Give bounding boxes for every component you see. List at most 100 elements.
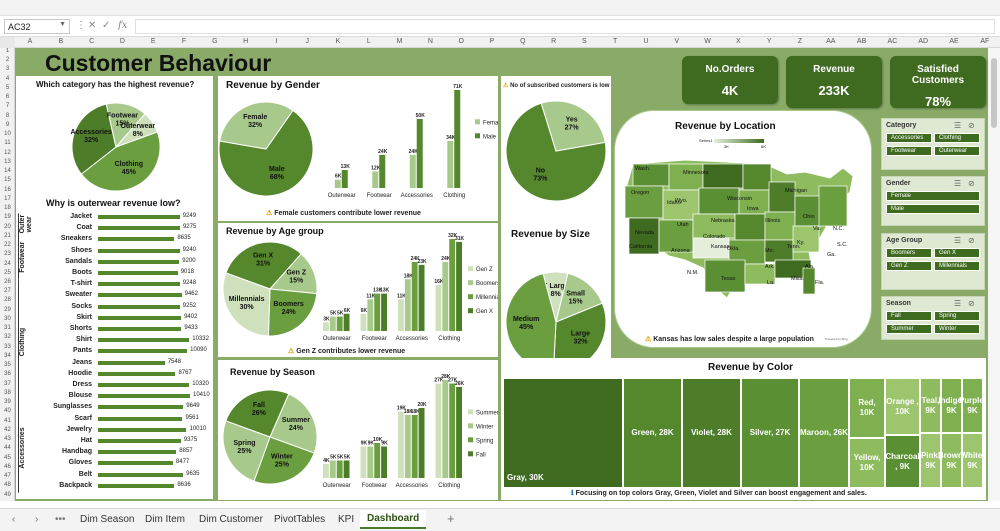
enter-icon[interactable]: ✓ bbox=[102, 20, 111, 31]
row-number[interactable]: 46 bbox=[4, 463, 11, 470]
row-number[interactable]: 12 bbox=[4, 149, 11, 156]
slicer-item[interactable]: Fall bbox=[886, 311, 932, 321]
slicer-item[interactable]: Male bbox=[886, 204, 980, 214]
multi-select-icon[interactable]: ☰ bbox=[954, 236, 962, 245]
row-number[interactable]: 23 bbox=[4, 251, 11, 258]
row-number[interactable]: 33 bbox=[4, 343, 11, 350]
row-number[interactable]: 41 bbox=[4, 417, 11, 424]
column-letter[interactable]: N bbox=[427, 38, 433, 45]
slicer-item[interactable]: Winter bbox=[934, 324, 980, 334]
row-number[interactable]: 19 bbox=[4, 214, 11, 221]
next-sheet-icon[interactable]: › bbox=[35, 514, 39, 525]
column-letter[interactable]: L bbox=[366, 38, 371, 45]
column-letter[interactable]: B bbox=[58, 38, 64, 45]
slicer-gender[interactable]: Gender ☰ ⊘ Female Male bbox=[881, 176, 985, 226]
row-number[interactable]: 39 bbox=[4, 399, 11, 406]
slicer-age-group[interactable]: Age Group ☰ ⊘ Boomers Gen X Gen Z Millennials bbox=[881, 233, 985, 290]
function-icon[interactable]: fx bbox=[118, 20, 128, 31]
row-number[interactable]: 4 bbox=[5, 75, 10, 82]
column-letter[interactable]: F bbox=[181, 38, 187, 45]
column-letter[interactable]: U bbox=[643, 38, 649, 45]
slicer-item[interactable]: Gen X bbox=[934, 248, 980, 258]
slicer-item[interactable]: Summer bbox=[886, 324, 932, 334]
column-letter[interactable]: Z bbox=[797, 38, 803, 45]
row-number[interactable]: 1 bbox=[5, 48, 10, 54]
more-sheets-icon[interactable]: ••• bbox=[55, 514, 66, 525]
prev-sheet-icon[interactable]: ‹ bbox=[12, 514, 16, 525]
column-letter[interactable]: K bbox=[335, 38, 341, 45]
cancel-icon[interactable]: ✕ bbox=[88, 20, 97, 31]
row-number[interactable]: 47 bbox=[4, 473, 11, 480]
slicer-item[interactable]: Outerwear bbox=[934, 146, 980, 156]
column-letter[interactable]: I bbox=[275, 38, 278, 45]
slicer-item[interactable]: Spring bbox=[934, 311, 980, 321]
vertical-scrollbar[interactable] bbox=[988, 48, 1000, 501]
column-letter[interactable]: AD bbox=[918, 38, 929, 45]
row-number[interactable]: 17 bbox=[4, 195, 11, 202]
column-letter[interactable]: X bbox=[736, 38, 741, 45]
tab-dim-season[interactable]: Dim Season bbox=[80, 514, 135, 525]
tab-kpi[interactable]: KPI bbox=[338, 514, 355, 525]
tab-dim-customer[interactable]: Dim Customer bbox=[199, 514, 263, 525]
row-number[interactable]: 25 bbox=[4, 269, 11, 276]
row-number[interactable]: 43 bbox=[4, 436, 11, 443]
column-letter[interactable]: AE bbox=[949, 38, 959, 45]
row-number[interactable]: 38 bbox=[4, 389, 11, 396]
column-letter[interactable]: R bbox=[551, 38, 557, 45]
row-number[interactable]: 30 bbox=[4, 315, 11, 322]
scroll-thumb[interactable] bbox=[991, 58, 997, 128]
column-letter[interactable]: AC bbox=[887, 38, 898, 45]
multi-select-icon[interactable]: ☰ bbox=[954, 179, 962, 188]
row-number[interactable]: 5 bbox=[5, 84, 10, 91]
row-number[interactable]: 26 bbox=[4, 279, 11, 285]
clear-filter-icon[interactable]: ⊘ bbox=[968, 121, 975, 130]
column-letter[interactable]: P bbox=[489, 38, 495, 45]
row-number[interactable]: 40 bbox=[4, 408, 11, 415]
row-number[interactable]: 31 bbox=[4, 325, 11, 332]
row-number[interactable]: 9 bbox=[5, 121, 10, 128]
slicer-season[interactable]: Season ☰ ⊘ Fall Spring Summer Winter bbox=[881, 296, 985, 340]
row-number[interactable]: 45 bbox=[4, 454, 11, 461]
clear-filter-icon[interactable]: ⊘ bbox=[968, 179, 975, 188]
row-number[interactable]: 15 bbox=[4, 177, 11, 184]
multi-select-icon[interactable]: ☰ bbox=[954, 299, 962, 308]
multi-select-icon[interactable]: ☰ bbox=[954, 121, 962, 130]
row-number[interactable]: 29 bbox=[4, 306, 11, 313]
row-number[interactable]: 32 bbox=[4, 334, 11, 341]
row-number[interactable]: 10 bbox=[4, 131, 11, 138]
column-letter[interactable]: AA bbox=[826, 38, 836, 45]
column-letter[interactable]: D bbox=[119, 38, 125, 45]
column-letter[interactable]: AF bbox=[980, 38, 990, 45]
clear-filter-icon[interactable]: ⊘ bbox=[968, 299, 975, 308]
slicer-item[interactable]: Clothing bbox=[934, 133, 980, 143]
slicer-item[interactable]: Gen Z bbox=[886, 261, 932, 271]
tab-pivottables[interactable]: PivotTables bbox=[274, 514, 326, 525]
tab-dashboard[interactable]: Dashboard bbox=[360, 510, 427, 529]
slicer-item[interactable]: Footwear bbox=[886, 146, 932, 156]
slicer-item[interactable]: Female bbox=[886, 191, 980, 201]
row-number[interactable]: 28 bbox=[4, 297, 11, 304]
select-all-corner[interactable] bbox=[0, 37, 15, 48]
row-number[interactable]: 8 bbox=[5, 112, 10, 119]
row-number[interactable]: 35 bbox=[4, 362, 11, 369]
column-letter[interactable]: O bbox=[458, 38, 464, 45]
column-letter[interactable]: G bbox=[212, 38, 218, 45]
row-number[interactable]: 22 bbox=[4, 242, 11, 249]
slicer-item[interactable]: Accessories bbox=[886, 133, 932, 143]
row-number[interactable]: 6 bbox=[5, 94, 10, 101]
formula-input[interactable] bbox=[135, 19, 995, 34]
column-letter[interactable]: C bbox=[89, 38, 95, 45]
slicer-item[interactable]: Boomers bbox=[886, 248, 932, 258]
row-number[interactable]: 44 bbox=[4, 445, 11, 452]
row-number[interactable]: 18 bbox=[4, 205, 11, 212]
add-sheet-icon[interactable]: + bbox=[447, 511, 455, 526]
row-number[interactable]: 16 bbox=[4, 186, 11, 193]
row-number[interactable]: 20 bbox=[4, 223, 11, 230]
column-letter[interactable]: W bbox=[704, 38, 711, 45]
chevron-down-icon[interactable]: ▼ bbox=[59, 21, 66, 28]
row-number[interactable]: 34 bbox=[4, 352, 11, 359]
row-number[interactable]: 36 bbox=[4, 371, 11, 378]
tab-dim-item[interactable]: Dim Item bbox=[145, 514, 185, 525]
column-letter[interactable]: H bbox=[243, 38, 249, 45]
row-number[interactable]: 13 bbox=[4, 158, 11, 165]
